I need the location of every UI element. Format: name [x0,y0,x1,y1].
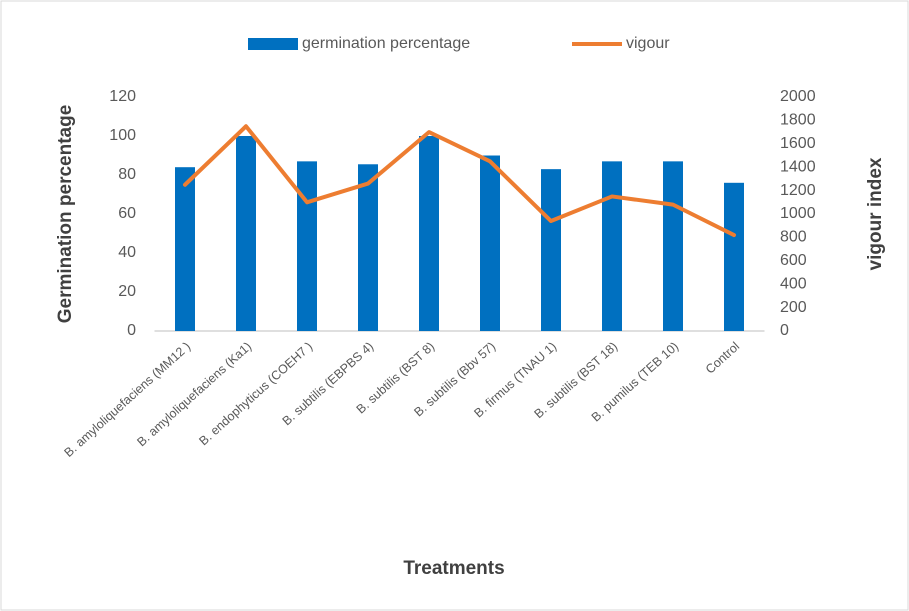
y-tick-label: 40 [118,244,136,261]
bar [297,161,317,331]
y-tick-label: 100 [109,127,136,144]
y2-tick-label: 1400 [780,158,816,175]
y2-tick-label: 800 [780,229,807,246]
y2-tick-label: 2000 [780,88,816,105]
bar [358,164,378,331]
y-tick-label: 20 [118,283,136,300]
bar [236,136,256,331]
y-tick-label: 120 [109,88,136,105]
y-axis-title: Germination percentage [55,105,76,324]
bar [480,155,500,331]
y2-tick-label: 600 [780,252,807,269]
legend-label: vigour [626,35,670,52]
y2-tick-label: 0 [780,322,789,339]
bar [419,136,439,331]
line [183,124,736,238]
bar [663,161,683,331]
bar [541,169,561,331]
y2-tick-label: 1800 [780,112,816,129]
y-tick-label: 80 [118,166,136,183]
legend-label: germination percentage [302,35,470,52]
bar [724,182,744,331]
x-axis-title: Treatments [403,558,504,579]
y2-tick-label: 1200 [780,182,816,199]
bar [602,161,622,331]
y2-tick-label: 200 [780,299,807,316]
y2-tick-label: 1000 [780,205,816,222]
y-tick-label: 0 [127,322,136,339]
y2-tick-label: 400 [780,275,807,292]
y2-axis-title: vigour index [865,157,886,270]
legend-swatch [248,38,298,50]
y-tick-label: 60 [118,205,136,222]
y2-tick-label: 1600 [780,135,816,152]
bar [175,167,195,331]
